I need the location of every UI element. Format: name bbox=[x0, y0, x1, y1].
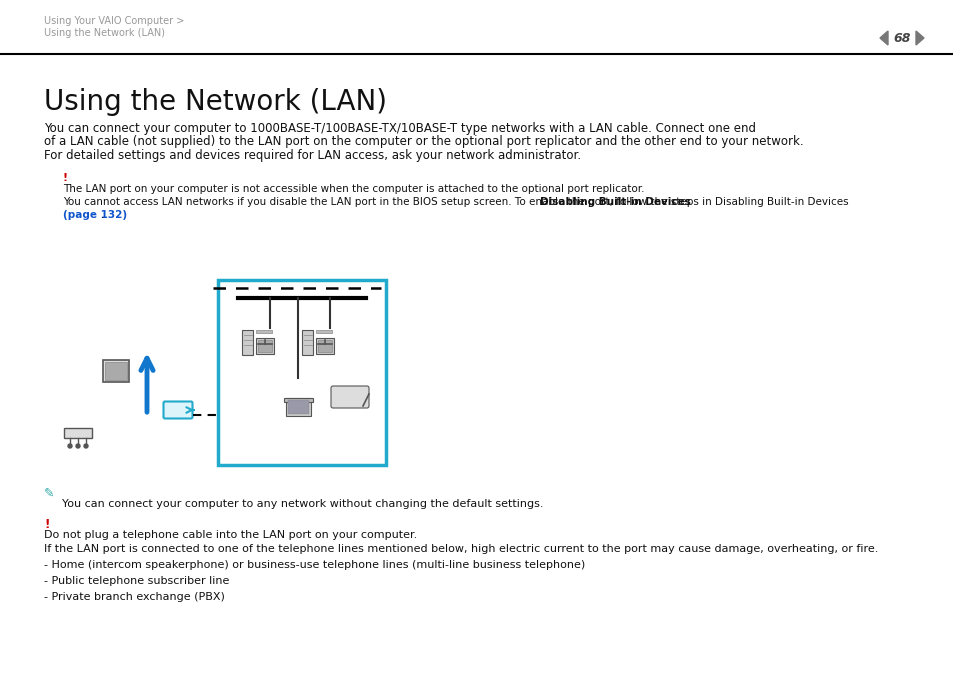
Text: !: ! bbox=[44, 518, 50, 531]
Bar bbox=[288, 400, 309, 414]
Text: Do not plug a telephone cable into the LAN port on your computer.: Do not plug a telephone cable into the L… bbox=[44, 530, 416, 540]
Bar bbox=[315, 338, 334, 354]
Text: You cannot access LAN networks if you disable the LAN port in the BIOS setup scr: You cannot access LAN networks if you di… bbox=[63, 197, 848, 207]
Circle shape bbox=[68, 444, 71, 448]
Text: Disabling Built-in Devices: Disabling Built-in Devices bbox=[540, 197, 691, 207]
Text: You can connect your computer to any network without changing the default settin: You can connect your computer to any net… bbox=[62, 499, 543, 509]
Text: You can connect your computer to 1000BASE-T/100BASE-TX/10BASE-T type networks wi: You can connect your computer to 1000BAS… bbox=[44, 122, 755, 135]
Bar bbox=[284, 398, 313, 402]
Text: Using the Network (LAN): Using the Network (LAN) bbox=[44, 88, 387, 116]
Text: - Public telephone subscriber line: - Public telephone subscriber line bbox=[44, 576, 229, 586]
Bar bbox=[255, 338, 274, 354]
Bar bbox=[103, 360, 129, 382]
Bar bbox=[257, 340, 272, 352]
FancyBboxPatch shape bbox=[331, 386, 369, 408]
Text: Using the Network (LAN): Using the Network (LAN) bbox=[44, 28, 165, 38]
Text: - Private branch exchange (PBX): - Private branch exchange (PBX) bbox=[44, 592, 225, 601]
Bar bbox=[105, 362, 127, 380]
Text: .: . bbox=[101, 210, 105, 220]
Bar bbox=[286, 398, 311, 416]
Text: The LAN port on your computer is not accessible when the computer is attached to: The LAN port on your computer is not acc… bbox=[63, 184, 644, 194]
Circle shape bbox=[84, 444, 88, 448]
Text: - Home (intercom speakerphone) or business-use telephone lines (multi-line busin: - Home (intercom speakerphone) or busine… bbox=[44, 559, 584, 570]
FancyBboxPatch shape bbox=[163, 402, 193, 419]
Text: !: ! bbox=[63, 173, 68, 183]
Circle shape bbox=[76, 444, 80, 448]
Text: (page 132): (page 132) bbox=[63, 210, 127, 220]
Text: of a LAN cable (not supplied) to the LAN port on the computer or the optional po: of a LAN cable (not supplied) to the LAN… bbox=[44, 135, 802, 148]
Bar bbox=[218, 280, 386, 465]
Text: Using Your VAIO Computer >: Using Your VAIO Computer > bbox=[44, 16, 184, 26]
Bar bbox=[255, 330, 272, 333]
Bar bbox=[242, 330, 253, 355]
Text: For detailed settings and devices required for LAN access, ask your network admi: For detailed settings and devices requir… bbox=[44, 149, 580, 162]
Polygon shape bbox=[915, 31, 923, 45]
Bar bbox=[302, 330, 313, 355]
Text: ✎: ✎ bbox=[44, 487, 54, 500]
Bar bbox=[64, 428, 91, 438]
Bar bbox=[317, 340, 332, 352]
Bar bbox=[315, 330, 332, 333]
Text: 68: 68 bbox=[892, 32, 910, 44]
Polygon shape bbox=[879, 31, 887, 45]
Text: If the LAN port is connected to one of the telephone lines mentioned below, high: If the LAN port is connected to one of t… bbox=[44, 543, 878, 553]
